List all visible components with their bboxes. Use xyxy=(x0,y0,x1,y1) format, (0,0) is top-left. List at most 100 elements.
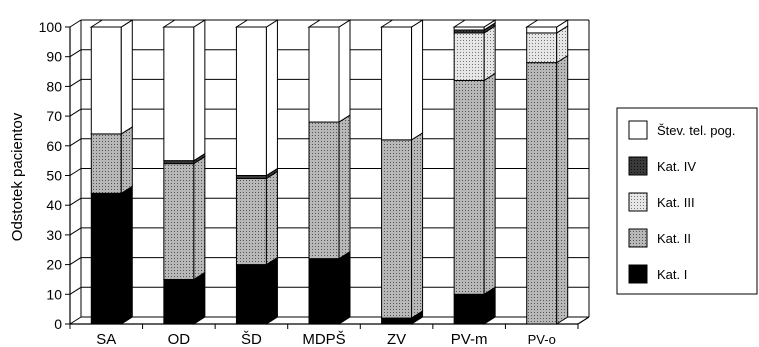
bar-front xyxy=(90,192,122,325)
bar-top xyxy=(452,19,497,28)
bar-segment xyxy=(163,271,206,325)
bar-side xyxy=(338,114,351,260)
gridline-connector xyxy=(69,49,82,58)
x-tick-label: PV-o xyxy=(528,332,556,347)
bar-top xyxy=(307,19,352,28)
x-tick-label: MDPŠ xyxy=(302,331,345,347)
bar-segment xyxy=(163,155,206,281)
legend-label: Kat. II xyxy=(657,231,691,246)
bar-side xyxy=(265,256,278,325)
y-tick-label: 90 xyxy=(46,49,62,65)
bar-top xyxy=(89,19,135,28)
bar-segment xyxy=(308,250,351,325)
bar-top xyxy=(162,19,207,28)
bar-side xyxy=(193,19,206,162)
gridline-connector xyxy=(69,197,82,206)
bar-side xyxy=(120,19,133,135)
bar-segment xyxy=(235,256,278,325)
floor-edge xyxy=(577,316,590,325)
gridline-connector xyxy=(69,227,82,236)
bar-front xyxy=(163,163,195,280)
y-tick-label: 100 xyxy=(39,19,63,35)
legend-label: Štev. tel. pog. xyxy=(657,123,736,138)
legend-label: Kat. III xyxy=(657,195,695,210)
bar-side xyxy=(556,54,569,325)
bar-side xyxy=(338,19,351,123)
bar-segment xyxy=(381,131,424,319)
y-tick-label: 80 xyxy=(46,78,62,94)
x-tick-label: ZV xyxy=(387,331,406,347)
bar-front xyxy=(90,133,122,194)
legend-swatch xyxy=(628,120,648,140)
bar-segment xyxy=(234,19,280,177)
y-tick-label: 50 xyxy=(46,168,62,184)
bar-front xyxy=(453,79,485,295)
bar-top xyxy=(234,19,280,28)
bar-front xyxy=(453,293,485,325)
legend-label: Kat. IV xyxy=(657,159,696,174)
bar-segment xyxy=(89,19,135,135)
legend-label: Kat. I xyxy=(657,267,687,282)
bar-side xyxy=(338,250,351,325)
x-tick-label: ŠD xyxy=(241,331,262,347)
bar-segment xyxy=(162,19,207,162)
gridline-connector xyxy=(69,286,82,295)
bar-segment xyxy=(235,170,278,266)
legend-swatch xyxy=(628,264,648,284)
gridline-connector xyxy=(69,316,82,325)
y-tick-label: 20 xyxy=(46,257,62,273)
x-tick-label: PV-m xyxy=(451,331,488,347)
bar-front xyxy=(308,26,340,123)
bar-top xyxy=(379,19,425,28)
bar-segment xyxy=(307,19,352,123)
bar-front xyxy=(163,26,195,162)
bar-front xyxy=(381,26,413,141)
gridline-connector xyxy=(69,78,82,87)
y-tick-label: 70 xyxy=(46,108,62,124)
gridline-connector xyxy=(69,168,82,176)
bar-side xyxy=(193,271,206,325)
bar-front xyxy=(381,317,413,325)
bar-side xyxy=(120,185,133,325)
y-tick-label: 60 xyxy=(46,138,62,154)
y-tick-label: 10 xyxy=(46,286,62,302)
bar-side xyxy=(265,170,278,266)
bar-front xyxy=(308,258,340,325)
bar-segment xyxy=(308,114,351,260)
bar-segment xyxy=(524,19,570,34)
bar-segment xyxy=(90,126,133,195)
bar-front xyxy=(308,121,340,260)
bar-segment xyxy=(452,19,497,31)
bar-front xyxy=(163,278,195,325)
gridline-connector xyxy=(69,19,82,28)
bar-side xyxy=(411,131,424,319)
bar-front xyxy=(453,32,485,81)
bar-side xyxy=(193,155,206,281)
gridline-connector xyxy=(69,257,82,266)
bar-front xyxy=(381,139,413,319)
bar-side xyxy=(483,25,496,82)
legend: Štev. tel. pog. Kat. IV Kat. III Kat. II Kat… xyxy=(616,107,758,295)
x-tick-label: OD xyxy=(168,331,191,347)
gridline-connector xyxy=(69,138,82,147)
bar-front xyxy=(526,26,558,34)
bar-front xyxy=(235,177,267,266)
bar-segment xyxy=(90,185,133,325)
bar-side xyxy=(411,19,424,141)
y-tick-label: 40 xyxy=(46,197,62,213)
bar-segment xyxy=(453,286,496,325)
bar-front xyxy=(90,26,122,135)
bar-top xyxy=(524,19,570,28)
bar-front xyxy=(526,32,558,64)
bars xyxy=(89,19,570,325)
gridline-connector xyxy=(69,108,82,117)
x-tick-label: SA xyxy=(96,331,116,347)
bar-side xyxy=(120,126,133,195)
bar-segment xyxy=(526,54,569,325)
y-axis-label: Odstotek pacientov xyxy=(9,112,26,241)
legend-swatch xyxy=(628,192,648,212)
y-tick-label: 30 xyxy=(46,227,62,243)
bar-segment xyxy=(453,25,496,82)
bar-front xyxy=(235,264,267,325)
